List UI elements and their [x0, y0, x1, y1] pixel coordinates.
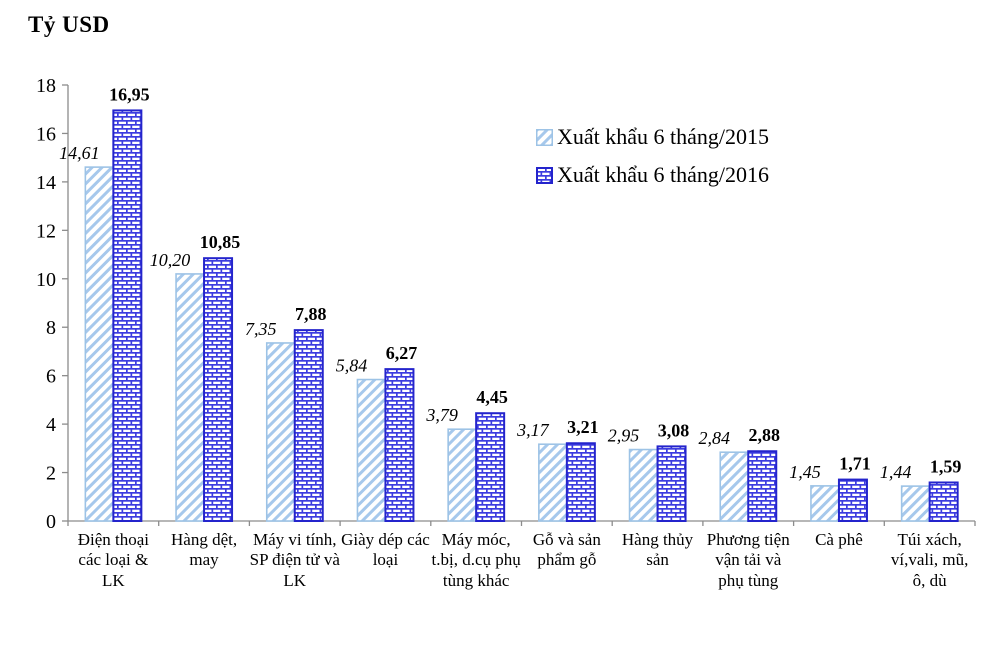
bar-2016	[928, 481, 959, 522]
bar-2016	[203, 257, 234, 522]
value-label-2016: 3,08	[658, 420, 690, 440]
bar-2015	[447, 428, 477, 522]
value-label-2016: 4,45	[476, 387, 508, 407]
chart-title: Tỷ USD	[28, 12, 110, 37]
y-axis-label: 12	[36, 220, 56, 242]
value-label-2015: 3,79	[425, 405, 458, 425]
bar-2016	[837, 478, 868, 522]
bar-2015	[900, 485, 931, 522]
value-labels: 14,61 16,95 10,20 10,85 7,35 7,88 5,84 6,27 3,79…	[59, 84, 961, 482]
bar-2015	[719, 451, 750, 522]
legend-swatch-hatch-icon	[536, 128, 553, 146]
y-axis-label: 14	[36, 172, 56, 194]
bar-2016	[293, 329, 324, 522]
value-label-2016: 6,27	[386, 343, 418, 363]
value-label-2016: 7,88	[295, 304, 327, 324]
value-label-2016: 3,21	[567, 417, 599, 437]
value-label-2016: 10,85	[200, 232, 241, 252]
bar-2015	[175, 273, 205, 522]
bar-2015	[84, 166, 115, 522]
bar-2015	[356, 378, 387, 522]
bar-2015	[265, 342, 296, 522]
bar-2015	[810, 485, 840, 522]
value-label-2015: 1,44	[880, 462, 912, 482]
y-axis-label: 2	[46, 463, 56, 485]
value-label-2015: 7,35	[245, 319, 277, 339]
value-label-2015: 1,45	[789, 462, 821, 482]
value-label-2015: 5,84	[336, 356, 368, 376]
y-axis-label: 18	[36, 75, 56, 97]
bar-2015	[628, 448, 659, 522]
legend-item-2016: Xuất khẩu 6 tháng/2016	[536, 160, 769, 190]
bar-2016	[565, 442, 596, 523]
y-axis-label: 4	[46, 414, 56, 436]
y-axis-label: 16	[36, 123, 56, 145]
y-axis-label: 8	[46, 317, 56, 339]
legend-label-2015: Xuất khẩu 6 tháng/2015	[557, 124, 770, 149]
value-label-2015: 2,84	[699, 428, 731, 448]
y-axis-label: 10	[36, 269, 56, 291]
bar-2016	[384, 368, 415, 523]
bar-2015	[538, 443, 568, 522]
value-label-2016: 16,95	[109, 84, 150, 104]
legend-swatch-brick-icon	[536, 166, 553, 184]
value-label-2016: 2,88	[749, 425, 781, 445]
value-label-2015: 3,17	[516, 420, 550, 440]
value-label-2015: 14,61	[59, 143, 100, 163]
value-label-2015: 10,20	[150, 250, 191, 270]
value-label-2016: 1,71	[839, 454, 871, 474]
bar-2016	[112, 109, 143, 523]
y-axis-label: 6	[46, 366, 56, 388]
bar-2016	[656, 445, 687, 523]
value-label-2015: 2,95	[608, 426, 640, 446]
bar-2016	[475, 412, 506, 523]
legend: Xuất khẩu 6 tháng/2015 Xuất khẩu 6 tháng…	[536, 122, 769, 198]
bars	[84, 109, 959, 523]
legend-item-2015: Xuất khẩu 6 tháng/2015	[536, 122, 769, 152]
y-axis-label: 0	[46, 511, 56, 533]
value-label-2016: 1,59	[930, 456, 962, 476]
legend-label-2016: Xuất khẩu 6 tháng/2016	[557, 162, 770, 187]
bar-2016	[747, 450, 778, 522]
